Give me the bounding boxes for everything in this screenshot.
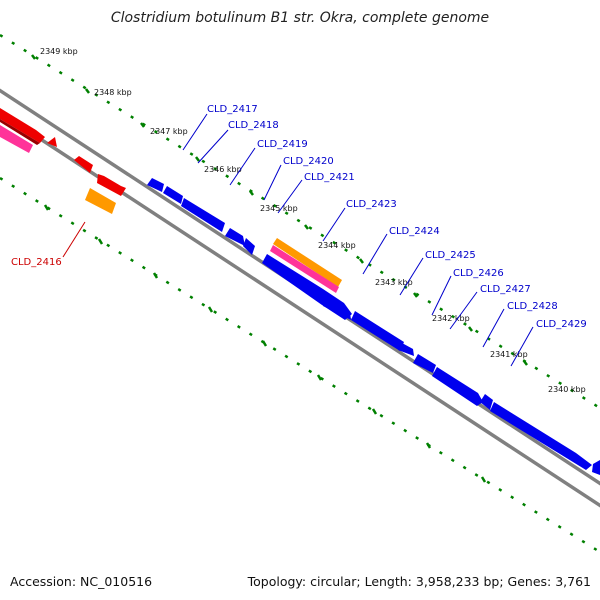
tick-label: 2342 kbp <box>432 314 470 323</box>
gene-label: CLD_2420 <box>283 156 334 167</box>
gene-label: CLD_2419 <box>257 139 308 150</box>
tick-label: 2343 kbp <box>375 278 413 287</box>
label-leaders <box>62 113 534 367</box>
gene-label: CLD_2417 <box>207 104 258 115</box>
tick-ring-outer <box>0 33 600 554</box>
tick-label: 2347 kbp <box>150 127 188 136</box>
map-title: Clostridium botulinum B1 str. Okra, comp… <box>110 10 490 26</box>
cds-features[interactable] <box>147 178 600 475</box>
topology-text: Topology: circular; Length: 3,958,233 bp… <box>247 574 591 589</box>
gene-label-red: CLD_2416 <box>11 257 62 268</box>
accession-text: Accession: NC_010516 <box>10 574 153 589</box>
feature-rrna-2[interactable] <box>47 137 57 147</box>
gene-label: CLD_2421 <box>304 172 355 183</box>
gene-label: CLD_2418 <box>228 120 279 131</box>
gene-label: CLD_2427 <box>480 284 531 295</box>
gene-labels: CLD_2416 CLD_2417 CLD_2418 CLD_2419 CLD_… <box>11 104 587 330</box>
gene-label: CLD_2423 <box>346 199 397 210</box>
tick-ring-major-outer <box>31 54 528 366</box>
tick-label: 2346 kbp <box>204 165 242 174</box>
tick-ring-major-inner <box>43 204 487 483</box>
gene-label: CLD_2426 <box>453 268 504 279</box>
gene-label: CLD_2429 <box>536 319 587 330</box>
gene-label: CLD_2424 <box>389 226 440 237</box>
feature-trna-2423[interactable] <box>270 245 339 293</box>
feature-rrna-1[interactable] <box>0 108 45 145</box>
tick-label: 2348 kbp <box>94 88 132 97</box>
tick-label: 2345 kbp <box>260 204 298 213</box>
tick-label: 2340 kbp <box>548 385 586 394</box>
tick-label: 2349 kbp <box>40 47 78 56</box>
feature-other-2416[interactable] <box>85 188 116 214</box>
gene-label: CLD_2425 <box>425 250 476 261</box>
tick-label: 2344 kbp <box>318 241 356 250</box>
feature-trna-1[interactable] <box>0 125 33 153</box>
gene-label: CLD_2428 <box>507 301 558 312</box>
feature-rrna-3[interactable] <box>74 156 126 196</box>
tick-label: 2341 kbp <box>490 350 528 359</box>
feature-other-2423[interactable] <box>273 238 342 287</box>
tick-labels: 2349 kbp 2348 kbp 2347 kbp 2346 kbp 2345… <box>40 47 586 394</box>
